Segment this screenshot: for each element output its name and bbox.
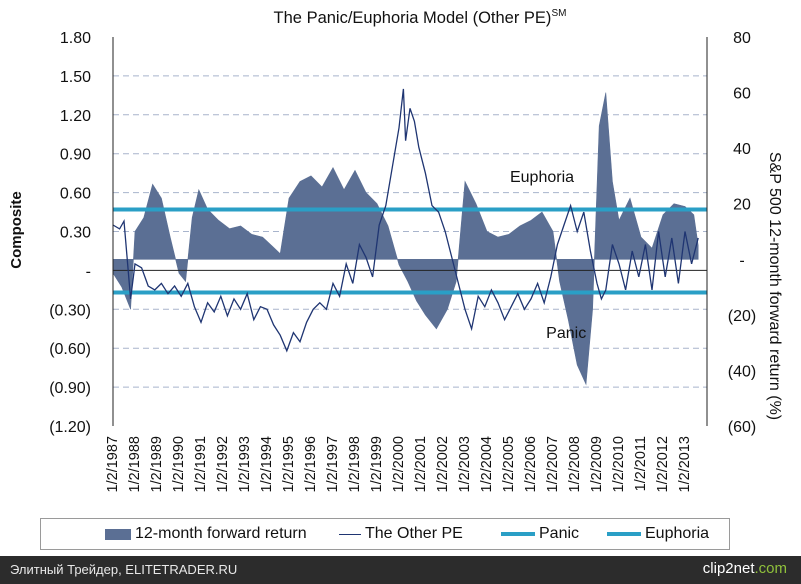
right-tick-label: - <box>739 252 744 269</box>
legend-item-forward-return: 12-month forward return <box>105 519 307 549</box>
x-tick-label: 1/2/1998 <box>347 436 363 492</box>
x-tick-label: 1/2/1990 <box>171 436 187 492</box>
legend-swatch-area <box>105 528 131 540</box>
threshold-lines <box>113 207 707 295</box>
left-tick-label: 1.50 <box>60 69 91 86</box>
x-tick-label: 1/2/2012 <box>655 436 671 492</box>
legend-swatch-panic <box>501 532 535 536</box>
x-tick-label: 1/2/2008 <box>567 436 583 492</box>
right-tick-label: (60) <box>728 419 756 436</box>
legend-label-other-pe: The Other PE <box>365 525 463 542</box>
x-tick-label: 1/2/1987 <box>105 436 121 492</box>
footer-brand-tld: .com <box>754 560 787 577</box>
legend-label-panic: Panic <box>539 525 580 542</box>
left-tick-label: (0.60) <box>49 341 91 358</box>
x-tick-label: 1/2/2000 <box>391 436 407 492</box>
watermark-footer: Элитный Трейдер, ELITETRADER.RU clip2net… <box>0 556 801 584</box>
right-axis-ticks: 80 60 40 20 - (20) (40) (60) <box>728 30 756 436</box>
legend-label-euphoria: Euphoria <box>645 525 710 542</box>
right-tick-label: 40 <box>733 141 751 158</box>
right-axis-label: S&P 500 12-month forward return (%) <box>766 152 783 420</box>
other-pe-line-group <box>112 88 699 353</box>
legend-item-other-pe: The Other PE <box>339 519 463 549</box>
chart-legend: 12-month forward return The Other PE Pan… <box>40 518 730 550</box>
left-tick-label: 0.30 <box>60 225 91 242</box>
left-tick-label: (1.20) <box>49 419 91 436</box>
x-tick-label: 1/2/1999 <box>369 436 385 492</box>
plot-frame <box>112 37 708 426</box>
panic-euphoria-chart: The Panic/Euphoria Model (Other PE)SM 1.… <box>8 8 783 492</box>
left-tick-label: 1.80 <box>60 30 91 47</box>
x-tick-label: 1/2/1997 <box>325 436 341 492</box>
legend-item-panic: Panic <box>501 519 579 549</box>
x-tick-label: 1/2/1988 <box>127 436 143 492</box>
right-tick-label: (20) <box>728 308 756 325</box>
x-tick-label: 1/2/2007 <box>545 436 561 492</box>
x-tick-label: 1/2/2004 <box>479 436 495 492</box>
x-tick-label: 1/2/1991 <box>193 436 209 492</box>
legend-label-forward-return: 12-month forward return <box>135 525 307 542</box>
right-tick-label: 80 <box>733 30 751 47</box>
right-tick-label: 60 <box>733 86 751 103</box>
x-tick-label: 1/2/2005 <box>501 436 517 492</box>
legend-swatch-euphoria <box>607 532 641 536</box>
footer-brand: clip2net.com <box>703 560 787 577</box>
x-tick-label: 1/2/2011 <box>633 436 649 491</box>
x-tick-label: 1/2/1995 <box>281 436 297 492</box>
footer-brand-name: clip2net <box>702 560 755 577</box>
left-axis-label: Composite <box>8 191 25 269</box>
left-tick-label: 0.90 <box>60 147 91 164</box>
left-axis-ticks: 1.80 1.50 1.20 0.90 0.60 0.30 - (0.30) (0.60) (0.… <box>49 30 91 436</box>
left-tick-label: (0.30) <box>49 302 91 319</box>
left-tick-label: 0.60 <box>60 186 91 203</box>
right-tick-label: 20 <box>733 197 751 214</box>
x-tick-label: 1/2/2003 <box>457 436 473 492</box>
left-tick-label: (0.90) <box>49 380 91 397</box>
right-tick-label: (40) <box>728 363 756 380</box>
left-tick-label: 1.20 <box>60 108 91 125</box>
x-tick-label: 1/2/2002 <box>435 436 451 492</box>
x-tick-label: 1/2/2001 <box>413 436 429 492</box>
legend-item-euphoria: Euphoria <box>607 519 709 549</box>
footer-source-text: Элитный Трейдер, ELITETRADER.RU <box>10 562 238 577</box>
x-tick-label: 1/2/2010 <box>611 436 627 492</box>
x-tick-label: 1/2/1993 <box>237 436 253 492</box>
chart-annotation: Euphoria <box>510 169 574 186</box>
x-axis-ticks: 1/2/1987 1/2/1988 1/2/1989 1/2/1990 1/2/1991… <box>105 436 693 492</box>
x-tick-label: 1/2/1992 <box>215 436 231 492</box>
x-tick-label: 1/2/2006 <box>523 436 539 492</box>
other-pe-series <box>112 88 699 353</box>
x-tick-label: 1/2/1996 <box>303 436 319 492</box>
annotations: Euphoria Panic <box>510 169 586 342</box>
left-tick-label: - <box>86 263 91 280</box>
x-tick-label: 1/2/1994 <box>259 436 275 492</box>
x-tick-label: 1/2/1989 <box>149 436 165 492</box>
x-tick-label: 1/2/2009 <box>589 436 605 492</box>
chart-annotation: Panic <box>546 325 586 342</box>
x-tick-label: 1/2/2013 <box>677 436 693 492</box>
legend-swatch-line <box>339 533 361 535</box>
chart-title: The Panic/Euphoria Model (Other PE)SM <box>274 8 567 27</box>
